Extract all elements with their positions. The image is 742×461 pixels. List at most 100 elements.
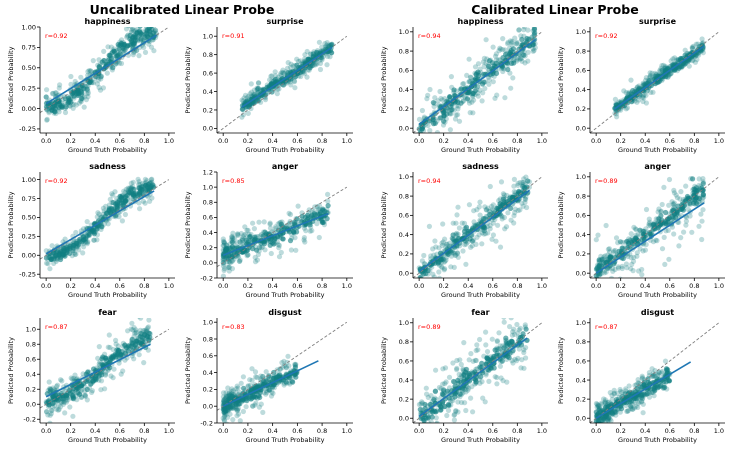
scatter-point (510, 329, 516, 335)
scatter-point (617, 239, 624, 245)
scatter-point (245, 252, 251, 258)
scatter-point (229, 258, 235, 264)
scatter-point (240, 408, 246, 415)
scatter-point (520, 183, 526, 190)
scatter-point (284, 359, 290, 365)
scatter-point (611, 387, 617, 393)
scatter-point (135, 176, 141, 182)
scatter-point (531, 27, 538, 32)
scatter-point (221, 417, 227, 423)
scatter-point (88, 68, 94, 74)
scatter-point (493, 70, 500, 76)
x-tick-label: 0.8 (317, 282, 327, 290)
x-tick-label: 0.2 (243, 137, 253, 145)
scatter-point (109, 49, 115, 55)
scatter-point (221, 238, 227, 244)
scatter-point (689, 229, 695, 235)
scatter-point (485, 230, 491, 236)
scatter-point (146, 318, 152, 323)
scatter-point (444, 388, 450, 394)
scatter-point (91, 366, 97, 372)
scatter-point (86, 68, 92, 74)
scatter-point (670, 201, 676, 207)
scatter-point (601, 426, 606, 431)
scatter-point (452, 252, 458, 258)
scatter-point (470, 370, 476, 376)
scatter-point (502, 226, 508, 232)
scatter-point (463, 241, 469, 247)
scatter-point (470, 110, 476, 116)
scatter-point (125, 185, 131, 191)
diagonal-reference-line (216, 321, 348, 411)
scatter-points (593, 358, 673, 431)
scatter-point (501, 214, 507, 221)
scatter-point (119, 218, 125, 224)
y-tick-label: 1.0 (203, 33, 213, 41)
scatter-point (233, 389, 239, 395)
scatter-point (89, 389, 95, 395)
scatter-point (507, 324, 513, 330)
scatter-point (432, 388, 438, 394)
scatter-point (687, 200, 693, 206)
scatter-point (464, 72, 470, 78)
scatter-point (98, 387, 104, 393)
scatter-point (512, 35, 518, 41)
scatter-point (58, 256, 64, 263)
scatter-point (234, 383, 240, 389)
scatter-point (434, 435, 439, 440)
scatter-point (71, 375, 77, 381)
scatter-point (113, 214, 119, 220)
scatter-point (611, 248, 617, 254)
scatter-point (511, 189, 517, 195)
scatter-point (466, 202, 472, 208)
scatter-point (594, 276, 600, 278)
scatter-point (244, 253, 250, 259)
subplot-calibrated-surprise: 0.0 0.2 0.4 0.6 0.8 1.00.00.20.40.60.81.0surp… (557, 17, 725, 154)
x-tick-label: 0.2 (66, 137, 76, 145)
scatter-point (121, 188, 127, 194)
scatter-point (500, 196, 506, 202)
scatter-point (434, 421, 439, 423)
y-tick-label: 0.25 (22, 233, 36, 241)
scatter-point (288, 61, 294, 67)
scatter-point (693, 41, 699, 47)
scatter-point (605, 246, 612, 252)
scatter-point (631, 254, 637, 260)
scatter-point (532, 30, 538, 36)
scatter-point (632, 226, 639, 232)
scatter-point (521, 27, 527, 33)
scatter-point (459, 220, 465, 226)
x-tick-label: 0.8 (317, 137, 327, 145)
scatter-point (234, 406, 240, 412)
scatter-point (508, 85, 514, 91)
scatter-point (694, 56, 700, 63)
scatter-point (692, 59, 699, 65)
scatter-point (505, 66, 511, 73)
scatter-point (484, 349, 491, 355)
scatter-point (48, 407, 55, 413)
scatter-point (142, 176, 148, 182)
scatter-point (429, 143, 434, 148)
diagonal-reference-line (589, 176, 720, 279)
scatter-point (239, 238, 245, 244)
scatter-point (275, 86, 281, 92)
y-tick-label: 1.0 (576, 173, 586, 181)
correlation-label: r=0.89 (595, 177, 618, 185)
scatter-point (451, 264, 457, 270)
scatter-point (486, 81, 492, 87)
scatter-point (432, 238, 438, 244)
scatter-point (463, 389, 469, 395)
scatter-point (642, 232, 649, 239)
scatter-point (455, 254, 461, 260)
scatter-point (118, 199, 124, 205)
scatter-point (45, 261, 51, 267)
y-tick-label: 0.00 (22, 105, 36, 113)
scatter-point (453, 112, 459, 118)
scatter-point (634, 250, 640, 256)
y-tick-label: 0.4 (26, 371, 36, 379)
scatter-point (431, 103, 437, 110)
x-axis-label: Ground Truth Probability (68, 146, 147, 154)
scatter-point (117, 193, 123, 199)
scatter-point (467, 236, 473, 242)
scatter-point (55, 407, 61, 413)
